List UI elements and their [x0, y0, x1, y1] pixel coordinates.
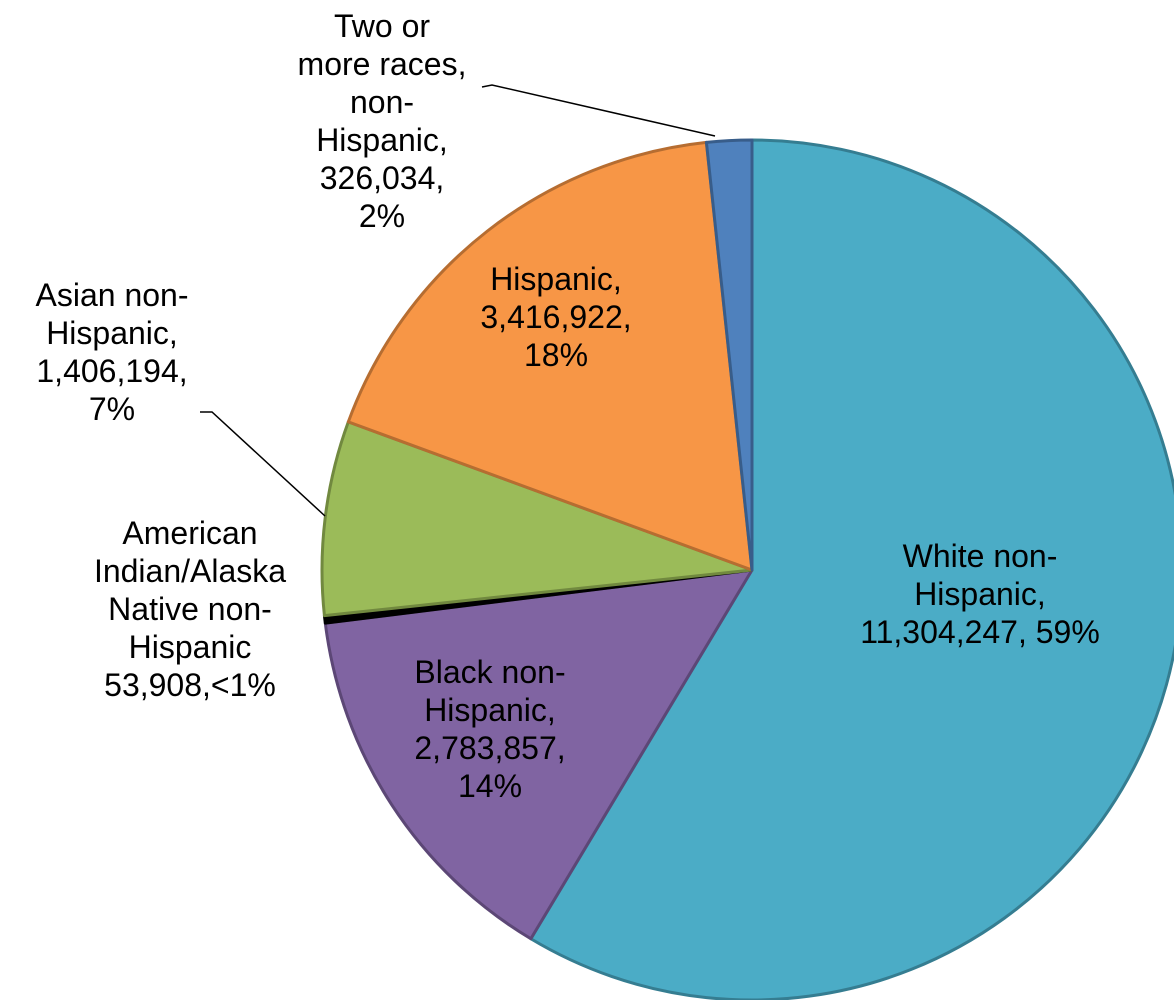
label-american-indian-alaska-native-line: Native non-	[108, 591, 272, 627]
leader-line-asian	[200, 411, 326, 517]
label-asian-non-hispanic-line: Asian non-	[36, 277, 189, 313]
pie-slices	[320, 138, 1174, 1000]
label-hispanic: Hispanic, 3,416,922, 18%	[480, 261, 631, 373]
label-american-indian-alaska-native-line: 53,908,<1%	[104, 667, 276, 703]
label-two-or-more-races: Two or more races, non-Hispanic, 326,034, 2%	[298, 8, 467, 234]
label-white-non-hispanic-line: White non-	[903, 538, 1058, 574]
slice-hispanic	[346, 140, 754, 572]
leader-line-two-or-more-races	[481, 84, 716, 137]
label-two-or-more-races-line: 2%	[359, 198, 405, 234]
leader-lines	[200, 84, 716, 517]
label-american-indian-alaska-native-line: American	[122, 515, 257, 551]
label-asian-non-hispanic-line: Hispanic,	[46, 315, 178, 351]
label-white-non-hispanic: White non-Hispanic, 11,304,247, 59%	[860, 538, 1100, 650]
slice-two-or-more-races	[704, 138, 754, 572]
label-hispanic-line: 3,416,922,	[480, 299, 631, 335]
label-two-or-more-races-line: 326,034,	[320, 160, 445, 196]
label-asian-non-hispanic-line: 7%	[89, 391, 135, 427]
label-hispanic-line: Hispanic,	[490, 261, 622, 297]
slice-asian-non-hispanic	[320, 420, 754, 618]
label-asian-non-hispanic: Asian non-Hispanic, 1,406,194, 7%	[36, 277, 189, 427]
label-black-non-hispanic-line: 14%	[458, 768, 522, 804]
label-american-indian-alaska-native-line: Indian/Alaska	[94, 553, 286, 589]
data-labels: White non-Hispanic, 11,304,247, 59%Black …	[36, 8, 1100, 804]
label-black-non-hispanic-line: Black non-	[414, 654, 565, 690]
label-hispanic-line: 18%	[524, 337, 588, 373]
label-american-indian-alaska-native-line: Hispanic	[129, 629, 252, 665]
label-two-or-more-races-line: non-	[350, 84, 414, 120]
label-black-non-hispanic-line: Hispanic,	[424, 692, 556, 728]
label-white-non-hispanic-line: 11,304,247, 59%	[860, 614, 1100, 650]
label-two-or-more-races-line: more races,	[298, 46, 467, 82]
label-two-or-more-races-line: Two or	[334, 8, 430, 44]
slice-black-non-hispanic	[323, 568, 754, 941]
label-asian-non-hispanic-line: 1,406,194,	[36, 353, 187, 389]
label-black-non-hispanic-line: 2,783,857,	[414, 730, 565, 766]
label-two-or-more-races-line: Hispanic,	[316, 122, 448, 158]
label-american-indian-alaska-native: American Indian/Alaska Native non-Hispanic…	[94, 515, 286, 703]
label-white-non-hispanic-line: Hispanic,	[914, 576, 1046, 612]
label-black-non-hispanic: Black non-Hispanic, 2,783,857, 14%	[414, 654, 565, 804]
